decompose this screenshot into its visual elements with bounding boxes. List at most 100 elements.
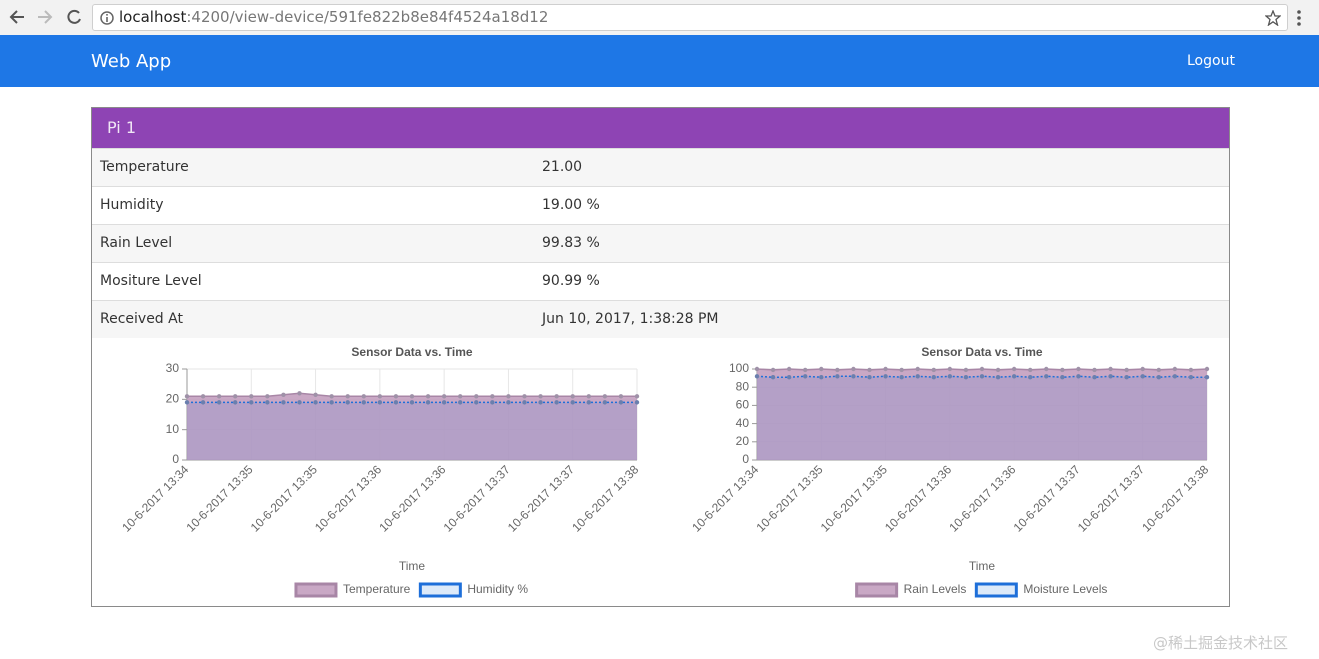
data-point: [458, 394, 463, 399]
panel-header: Pi 1: [92, 108, 1229, 148]
data-point: [538, 394, 543, 399]
data-point: [883, 374, 888, 379]
data-point: [506, 394, 511, 399]
data-point: [851, 374, 856, 379]
data-point: [490, 394, 495, 399]
data-point: [361, 400, 366, 405]
data-point: [1011, 374, 1017, 379]
legend-swatch: [418, 582, 462, 598]
data-point: [490, 400, 495, 405]
data-point: [1188, 367, 1194, 373]
data-point: [1204, 374, 1210, 380]
row-label: Rain Level: [100, 235, 173, 251]
data-point: [1044, 366, 1049, 372]
data-point: [506, 400, 511, 405]
data-point: [297, 400, 302, 405]
reload-button[interactable]: [67, 9, 81, 24]
bookmark-star[interactable]: [1265, 10, 1281, 26]
data-point: [586, 394, 591, 399]
data-point: [1124, 374, 1129, 380]
data-point: [345, 394, 350, 399]
x-tick-label: 10-6-2017 13:38: [569, 462, 641, 534]
data-point: [835, 367, 840, 373]
row-label: Temperature: [100, 159, 189, 175]
data-point: [1124, 367, 1129, 373]
data-point: [979, 366, 985, 372]
data-point: [803, 367, 808, 373]
data-point: [200, 394, 206, 399]
data-point: [883, 366, 888, 372]
menu-icon[interactable]: [1296, 9, 1302, 27]
address-bar[interactable]: localhost:4200/view-device/591fe822b8e84…: [92, 4, 1288, 31]
x-tick-label: 10-6-2017 13:36: [312, 462, 384, 534]
brand[interactable]: Web App: [91, 51, 172, 72]
data-point: [1076, 374, 1081, 379]
y-tick-label: 20: [736, 434, 750, 448]
legend-label: Humidity %: [467, 582, 528, 596]
x-tick-label: 10-6-2017 13:35: [183, 462, 255, 534]
navbar: Web App Logout: [0, 35, 1319, 87]
data-point: [618, 394, 624, 399]
data-point: [281, 400, 286, 405]
data-point: [1140, 374, 1145, 379]
data-point: [441, 394, 447, 399]
table-row: Humidity 19.00 %: [92, 186, 1229, 224]
browser-nav-icons: [9, 9, 81, 24]
forward-button[interactable]: [38, 10, 53, 24]
logout-link[interactable]: Logout: [1187, 53, 1235, 69]
data-point: [216, 400, 222, 405]
data-point: [265, 394, 270, 399]
x-tick-label: 10-6-2017 13:35: [753, 462, 825, 534]
data-point: [979, 374, 985, 379]
row-value: 19.00 %: [542, 197, 600, 213]
data-point: [377, 400, 383, 405]
data-point: [329, 394, 334, 399]
data-point: [522, 400, 527, 405]
data-point: [586, 400, 591, 405]
data-point: [754, 374, 760, 379]
data-point: [634, 394, 640, 399]
data-point: [786, 374, 792, 380]
data-point: [1011, 366, 1017, 372]
back-button[interactable]: [9, 10, 24, 24]
data-point: [899, 367, 904, 373]
data-point: [265, 400, 270, 405]
legend-swatch: [294, 582, 338, 598]
data-point: [867, 374, 872, 380]
table-row: Rain Level 99.83 %: [92, 224, 1229, 262]
watermark: @稀土掘金技术社区: [1153, 634, 1289, 652]
data-point: [1060, 374, 1065, 380]
legend: Temperature Humidity %: [294, 582, 528, 598]
line-chart: Sensor Data vs. Time 0 20 40 60 80 100 10-6-201…: [689, 345, 1212, 598]
data-point: [634, 400, 640, 405]
data-point: [1156, 374, 1161, 380]
data-point: [915, 374, 920, 379]
legend-swatch: [974, 582, 1018, 598]
data-point: [786, 366, 792, 372]
data-point: [931, 367, 936, 373]
data-point: [345, 400, 350, 405]
legend: Rain Levels Moisture Levels: [855, 582, 1107, 598]
data-point: [770, 367, 776, 373]
y-tick-label: 60: [736, 398, 750, 412]
legend-label: Rain Levels: [904, 582, 967, 596]
series-area: [187, 402, 637, 460]
data-point: [393, 400, 399, 405]
data-point: [602, 394, 608, 399]
data-point: [899, 374, 904, 380]
chart-title: Sensor Data vs. Time: [351, 345, 472, 359]
data-point: [409, 400, 415, 405]
browser-toolbar: localhost:4200/view-device/591fe822b8e84…: [0, 0, 1319, 36]
legend-swatch: [855, 582, 899, 598]
data-point: [851, 366, 856, 372]
y-tick-label: 0: [172, 452, 179, 466]
data-point: [835, 374, 840, 379]
data-point: [1172, 366, 1178, 372]
y-tick-label: 0: [742, 452, 749, 466]
info-icon: [100, 11, 114, 25]
data-point: [570, 394, 575, 399]
series-area: [187, 393, 637, 460]
data-point: [754, 366, 760, 372]
data-point: [1204, 366, 1210, 372]
data-point: [819, 366, 824, 372]
